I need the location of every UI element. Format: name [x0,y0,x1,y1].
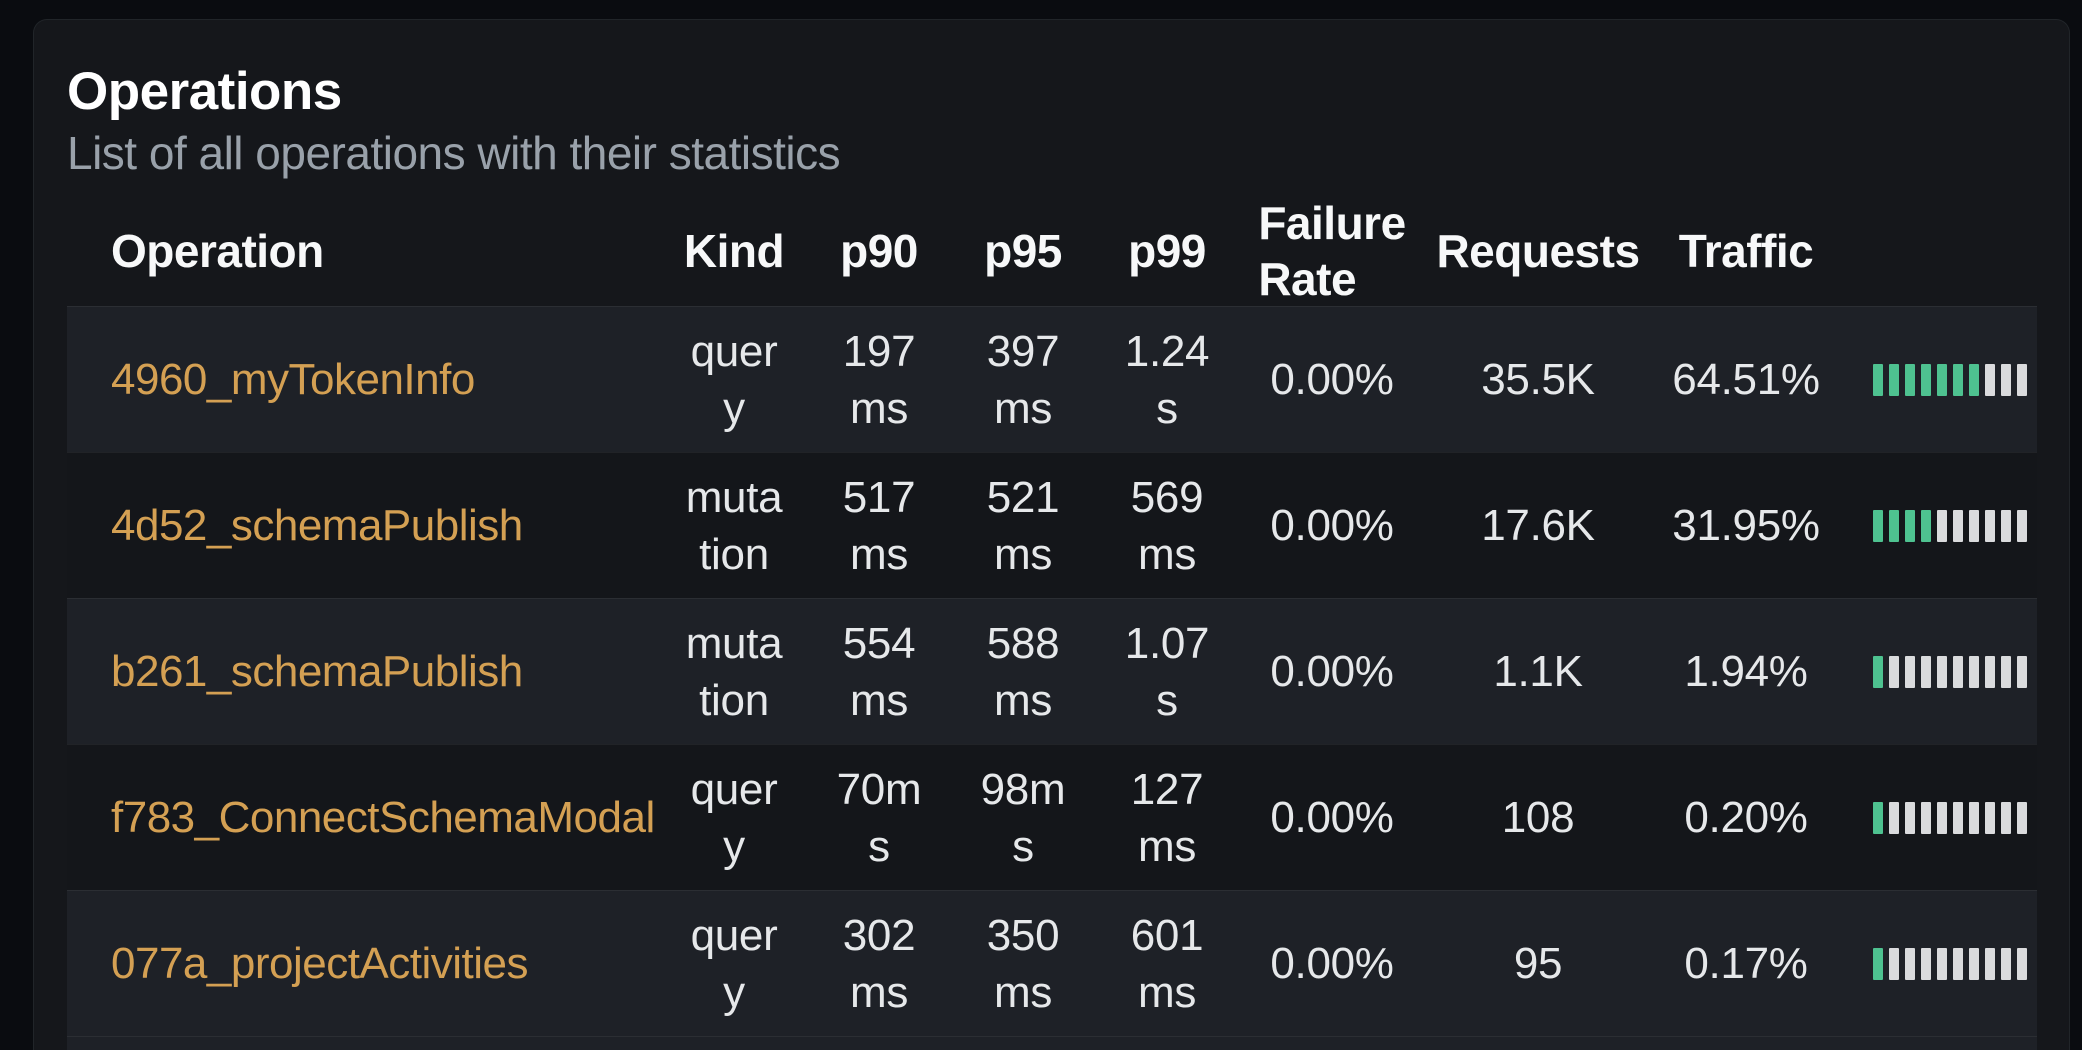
requests-cell: 35.5K [1481,355,1595,404]
p95-cell: 521 ms [986,472,1060,579]
p99-cell: 1.24 s [1124,326,1210,433]
p90-cell: 554 ms [842,618,916,725]
col-header-traffic: Traffic [1678,225,1814,277]
operation-link[interactable]: 077a_projectActivities [111,939,529,988]
p99-cell: 1.07 s [1124,618,1210,725]
traffic-cell: 0.20% [1684,793,1808,842]
table-row[interactable]: 4960_myTokenInfo quer y 197 ms 397 ms 1.… [67,306,2037,452]
failure-rate-cell: 0.00% [1270,647,1394,696]
table-header-row: Operation Kind p90 p95 p99 Failure Rate … [67,196,2037,306]
col-header-p95: p95 [984,225,1062,277]
p99-cell: 601 ms [1130,910,1204,1017]
traffic-bar-chart [1841,509,2037,542]
operation-link[interactable]: f783_ConnectSchemaModal [111,793,655,842]
p90-cell: 302 ms [842,910,916,1017]
col-header-operation: Operation [111,225,324,277]
kind-cell: quer y [690,326,778,433]
traffic-cell: 1.94% [1684,647,1808,696]
page-title: Operations [67,62,342,121]
traffic-cell: 31.95% [1672,501,1820,550]
traffic-bar-chart [1841,801,2037,834]
col-header-requests: Requests [1436,225,1640,277]
kind-cell: muta tion [685,618,783,725]
table-body: 4960_myTokenInfo quer y 197 ms 397 ms 1.… [67,306,2037,1036]
traffic-cell: 0.17% [1684,939,1808,988]
requests-cell: 95 [1513,939,1563,988]
operation-link[interactable]: 4960_myTokenInfo [111,355,475,404]
p95-cell: 397 ms [986,326,1060,433]
operation-link[interactable]: 4d52_schemaPublish [111,501,523,550]
p95-cell: 350 ms [986,910,1060,1017]
table-row[interactable]: f783_ConnectSchemaModal quer y 70m s 98m… [67,744,2037,890]
table-row[interactable]: 4d52_schemaPublish muta tion 517 ms 521 … [67,452,2037,598]
operations-card: Operations List of all operations with t… [33,19,2070,1050]
p99-cell: 569 ms [1130,472,1204,579]
kind-cell: quer y [690,910,778,1017]
col-header-kind: Kind [683,225,785,277]
p90-cell: 517 ms [842,472,916,579]
traffic-bar-chart [1841,363,2037,396]
failure-rate-cell: 0.00% [1270,793,1394,842]
col-header-failure-rate: Failure Rate [1239,195,1425,307]
p90-cell: 197 ms [842,326,916,433]
kind-cell: muta tion [685,472,783,579]
p95-cell: 588 ms [986,618,1060,725]
requests-cell: 108 [1501,793,1575,842]
p99-cell: 127 ms [1130,764,1204,871]
failure-rate-cell: 0.00% [1270,355,1394,404]
requests-cell: 17.6K [1481,501,1595,550]
operations-table: Operation Kind p90 p95 p99 Failure Rate … [67,196,2037,1050]
traffic-cell: 64.51% [1672,355,1820,404]
next-row-partial [67,1036,2037,1050]
failure-rate-cell: 0.00% [1270,939,1394,988]
table-row[interactable]: 077a_projectActivities quer y 302 ms 350… [67,890,2037,1036]
traffic-bar-chart [1841,655,2037,688]
traffic-bar-chart [1841,947,2037,980]
requests-cell: 1.1K [1493,647,1583,696]
failure-rate-header-text: Failure Rate [1258,197,1406,305]
failure-rate-cell: 0.00% [1270,501,1394,550]
operation-link[interactable]: b261_schemaPublish [111,647,523,696]
col-header-p90: p90 [840,225,918,277]
kind-cell: quer y [690,764,778,871]
p95-cell: 98m s [980,764,1066,871]
table-row[interactable]: b261_schemaPublish muta tion 554 ms 588 … [67,598,2037,744]
col-header-p99: p99 [1128,225,1206,277]
page-subtitle: List of all operations with their statis… [67,127,841,179]
p90-cell: 70m s [836,764,922,871]
